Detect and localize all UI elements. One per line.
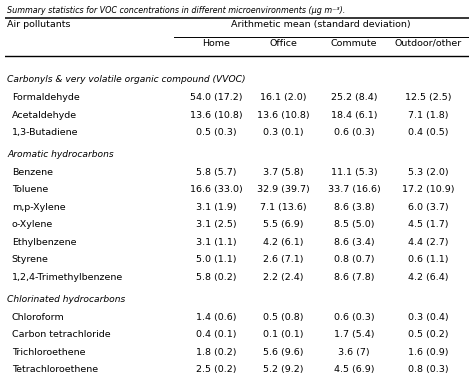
Text: Arithmetic mean (standard deviation): Arithmetic mean (standard deviation) [231,20,410,29]
Text: 1,2,4-Trimethylbenzene: 1,2,4-Trimethylbenzene [12,273,123,282]
Text: Chlorinated hydrocarbons: Chlorinated hydrocarbons [7,295,125,304]
Text: 16.1 (2.0): 16.1 (2.0) [260,93,307,102]
Text: 3.6 (7): 3.6 (7) [338,348,370,357]
Text: Trichloroethene: Trichloroethene [12,348,85,357]
Text: 2.5 (0.2): 2.5 (0.2) [196,365,237,374]
Text: Office: Office [270,39,297,48]
Text: 5.0 (1.1): 5.0 (1.1) [196,256,237,264]
Text: 8.6 (7.8): 8.6 (7.8) [334,273,374,282]
Text: 1.7 (5.4): 1.7 (5.4) [334,330,374,339]
Text: 7.1 (1.8): 7.1 (1.8) [408,110,448,120]
Text: 3.7 (5.8): 3.7 (5.8) [263,168,304,177]
Text: Toluene: Toluene [12,185,48,194]
Text: 5.3 (2.0): 5.3 (2.0) [408,168,449,177]
Text: 32.9 (39.7): 32.9 (39.7) [257,185,310,194]
Text: 16.6 (33.0): 16.6 (33.0) [190,185,243,194]
Text: 25.2 (8.4): 25.2 (8.4) [331,93,377,102]
Text: 0.6 (0.3): 0.6 (0.3) [334,128,374,137]
Text: 0.5 (0.8): 0.5 (0.8) [263,312,304,322]
Text: Summary statistics for VOC concentrations in different microenvironments (μg m⁻³: Summary statistics for VOC concentration… [7,6,346,15]
Text: 12.5 (2.5): 12.5 (2.5) [405,93,452,102]
Text: 4.2 (6.1): 4.2 (6.1) [263,238,304,247]
Text: 0.8 (0.3): 0.8 (0.3) [408,365,449,374]
Text: 13.6 (10.8): 13.6 (10.8) [257,110,310,120]
Text: 8.5 (5.0): 8.5 (5.0) [334,220,374,229]
Text: 0.4 (0.1): 0.4 (0.1) [196,330,237,339]
Text: 2.2 (2.4): 2.2 (2.4) [263,273,304,282]
Text: Benzene: Benzene [12,168,53,177]
Text: 4.5 (1.7): 4.5 (1.7) [408,220,448,229]
Text: 54.0 (17.2): 54.0 (17.2) [190,93,242,102]
Text: 0.6 (1.1): 0.6 (1.1) [408,256,448,264]
Text: 0.8 (0.7): 0.8 (0.7) [334,256,374,264]
Text: Air pollutants: Air pollutants [7,20,71,29]
Text: 3.1 (2.5): 3.1 (2.5) [196,220,237,229]
Text: Acetaldehyde: Acetaldehyde [12,110,77,120]
Text: 2.6 (7.1): 2.6 (7.1) [263,256,304,264]
Text: 5.2 (9.2): 5.2 (9.2) [263,365,304,374]
Text: Aromatic hydrocarbons: Aromatic hydrocarbons [7,150,114,159]
Text: 8.6 (3.4): 8.6 (3.4) [334,238,374,247]
Text: 0.1 (0.1): 0.1 (0.1) [263,330,304,339]
Text: 33.7 (16.6): 33.7 (16.6) [328,185,381,194]
Text: m,p-Xylene: m,p-Xylene [12,203,65,212]
Text: Styrene: Styrene [12,256,48,264]
Text: 8.6 (3.8): 8.6 (3.8) [334,203,374,212]
Text: Tetrachloroethene: Tetrachloroethene [12,365,98,374]
Text: 5.5 (6.9): 5.5 (6.9) [263,220,304,229]
Text: Formaldehyde: Formaldehyde [12,93,80,102]
Text: 5.6 (9.6): 5.6 (9.6) [263,348,304,357]
Text: 3.1 (1.1): 3.1 (1.1) [196,238,237,247]
Text: 5.8 (0.2): 5.8 (0.2) [196,273,237,282]
Text: 7.1 (13.6): 7.1 (13.6) [260,203,307,212]
Text: Commute: Commute [331,39,377,48]
Text: 0.3 (0.4): 0.3 (0.4) [408,312,449,322]
Text: 1.6 (0.9): 1.6 (0.9) [408,348,448,357]
Text: 0.5 (0.2): 0.5 (0.2) [408,330,448,339]
Text: 17.2 (10.9): 17.2 (10.9) [402,185,455,194]
Text: 1,3-Butadiene: 1,3-Butadiene [12,128,78,137]
Text: 0.6 (0.3): 0.6 (0.3) [334,312,374,322]
Text: 13.6 (10.8): 13.6 (10.8) [190,110,242,120]
Text: Outdoor/other: Outdoor/other [395,39,462,48]
Text: Chloroform: Chloroform [12,312,64,322]
Text: 4.5 (6.9): 4.5 (6.9) [334,365,374,374]
Text: 3.1 (1.9): 3.1 (1.9) [196,203,237,212]
Text: 4.4 (2.7): 4.4 (2.7) [408,238,448,247]
Text: 11.1 (5.3): 11.1 (5.3) [331,168,377,177]
Text: 1.4 (0.6): 1.4 (0.6) [196,312,237,322]
Text: 18.4 (6.1): 18.4 (6.1) [331,110,377,120]
Text: Ethylbenzene: Ethylbenzene [12,238,76,247]
Text: 1.8 (0.2): 1.8 (0.2) [196,348,237,357]
Text: Carbon tetrachloride: Carbon tetrachloride [12,330,110,339]
Text: Carbonyls & very volatile organic compound (VVOC): Carbonyls & very volatile organic compou… [7,75,246,85]
Text: o-Xylene: o-Xylene [12,220,53,229]
Text: Home: Home [202,39,230,48]
Text: 4.2 (6.4): 4.2 (6.4) [408,273,448,282]
Text: 0.4 (0.5): 0.4 (0.5) [408,128,448,137]
Text: 5.8 (5.7): 5.8 (5.7) [196,168,237,177]
Text: 0.5 (0.3): 0.5 (0.3) [196,128,237,137]
Text: 0.3 (0.1): 0.3 (0.1) [263,128,304,137]
Text: 6.0 (3.7): 6.0 (3.7) [408,203,449,212]
